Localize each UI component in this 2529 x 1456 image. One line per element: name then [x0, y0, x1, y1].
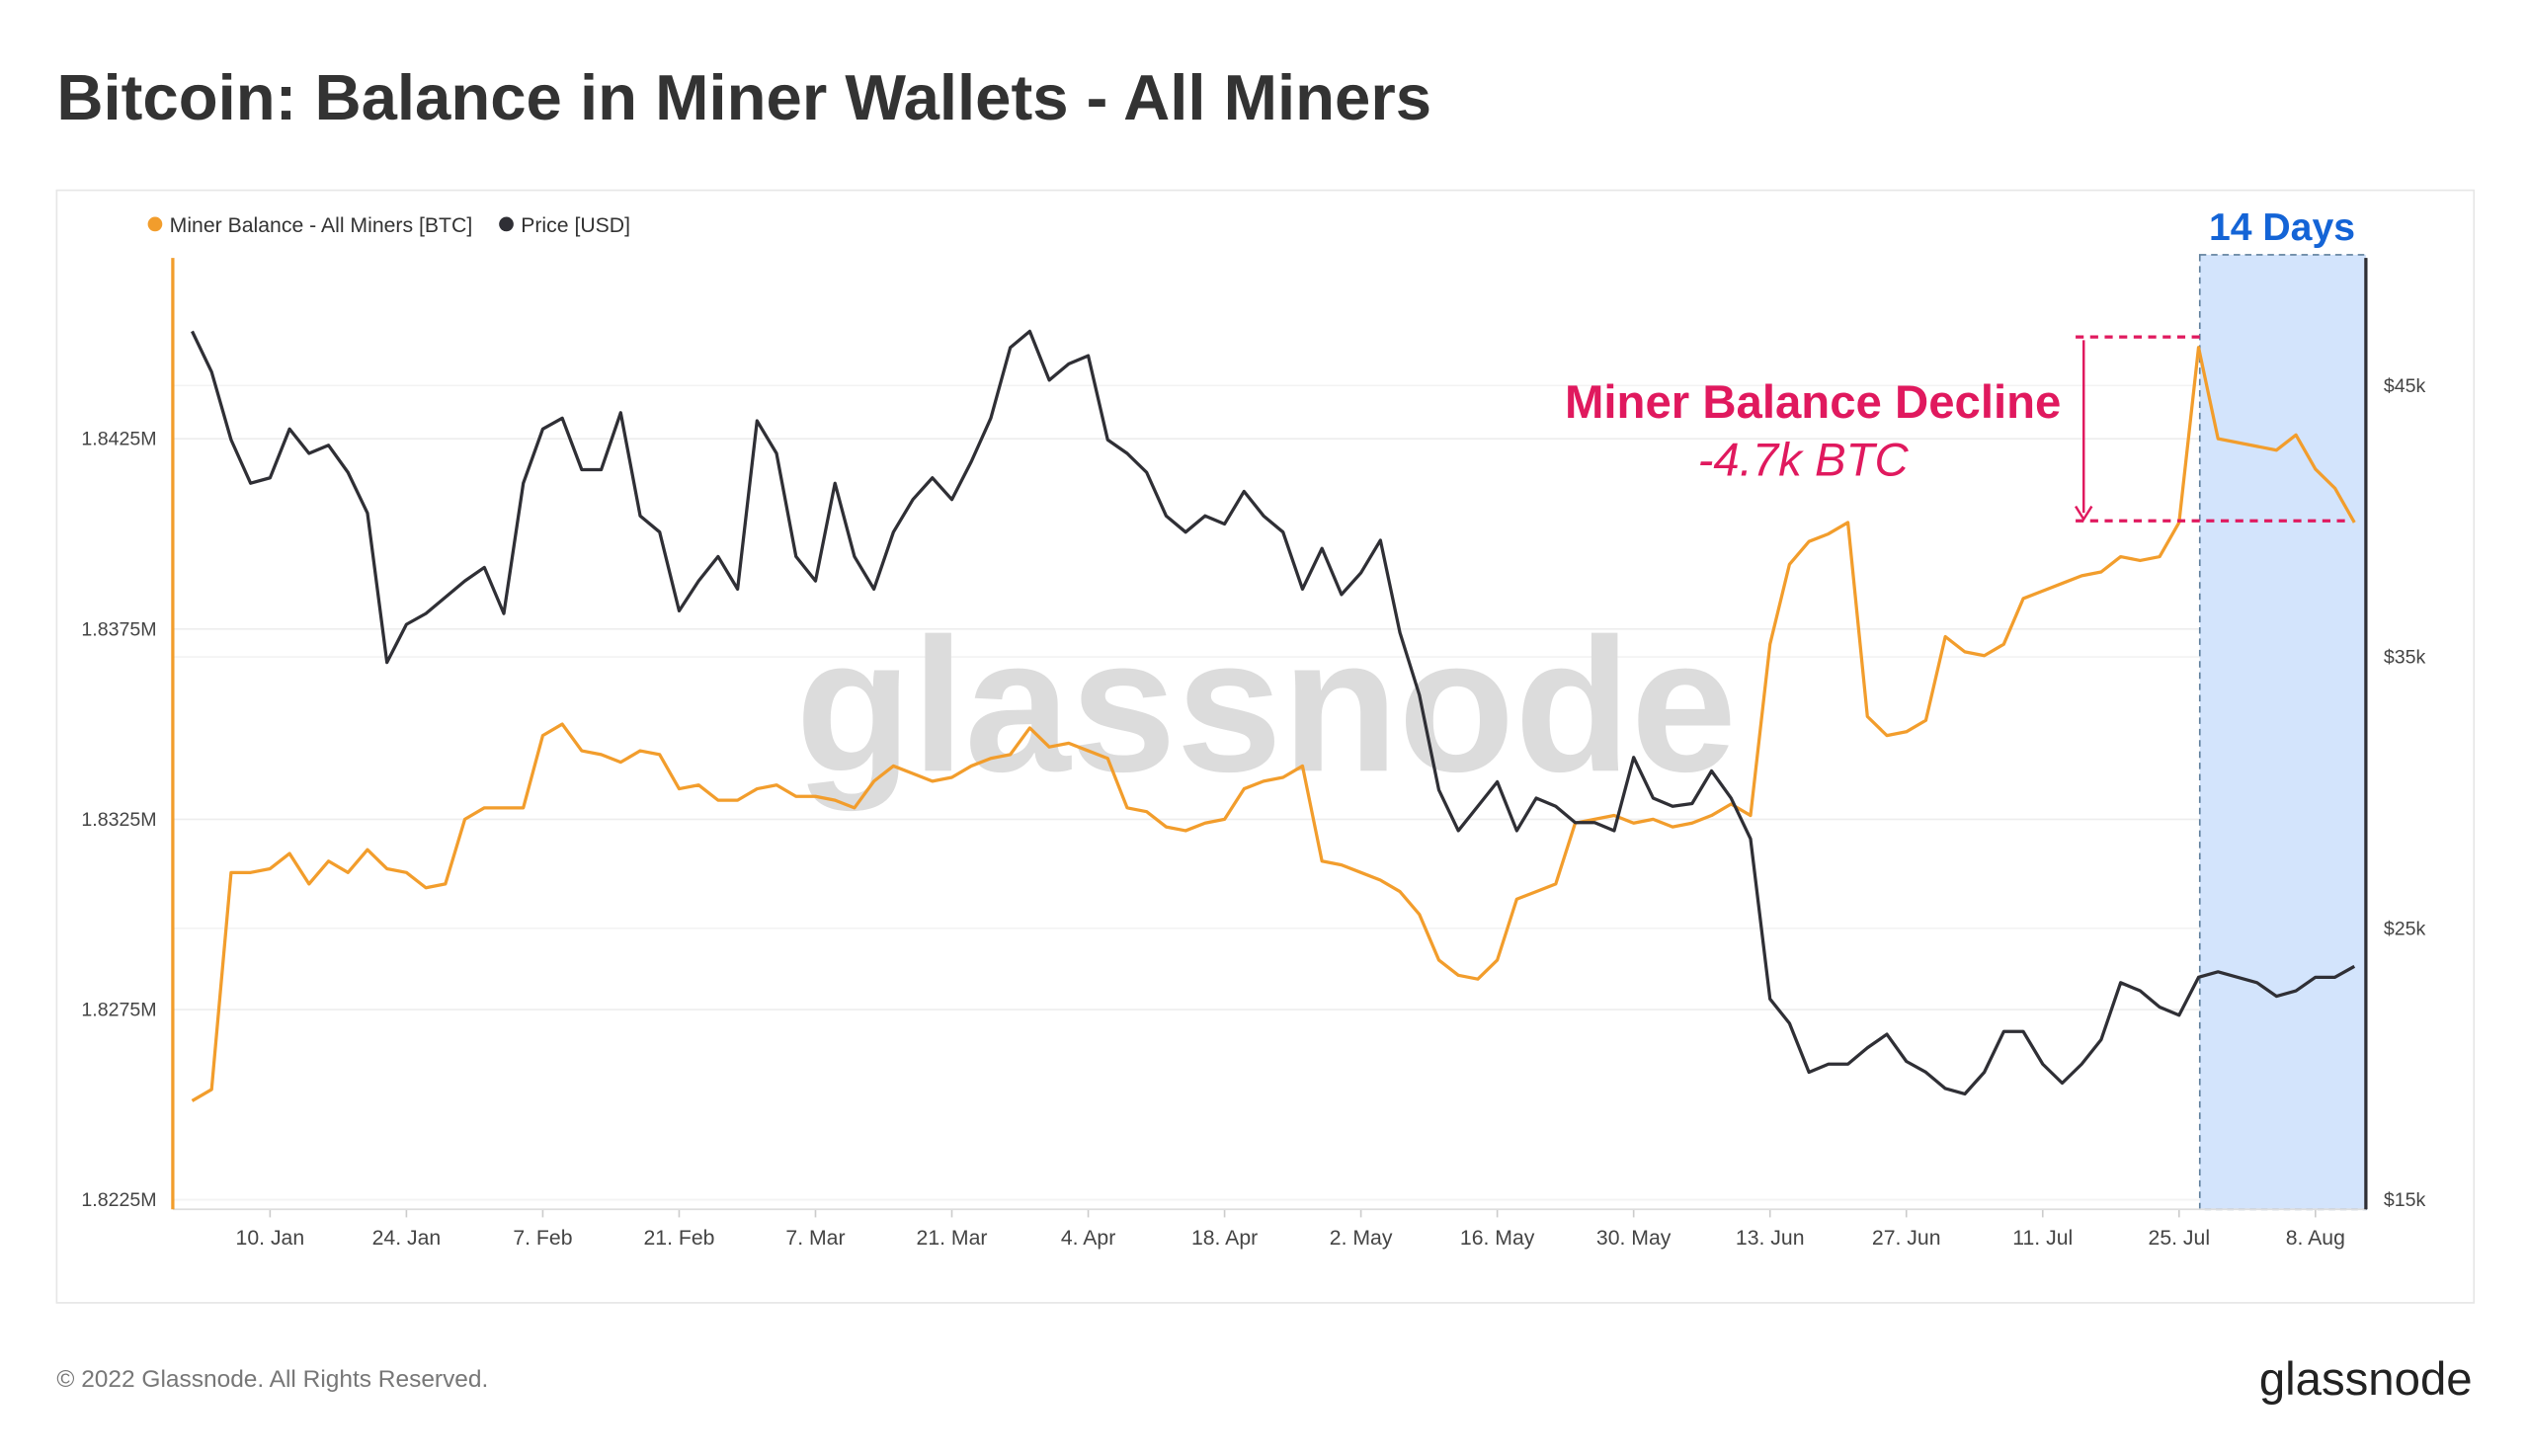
x-tick-label: 2. May	[1330, 1227, 1393, 1250]
footer: © 2022 Glassnode. All Rights Reserved.	[56, 1366, 488, 1393]
y-tick-label: 1.8225M	[81, 1189, 156, 1211]
y2-tick-label: $15k	[2384, 1189, 2426, 1211]
y-tick-label: 1.8375M	[81, 618, 156, 640]
y-tick-label: 1.8425M	[81, 429, 156, 450]
y-tick-label: 1.8275M	[81, 1000, 156, 1021]
y2-tick-label: $45k	[2384, 375, 2426, 397]
annotation-arrowhead	[2075, 505, 2093, 522]
x-tick-label: 27. Jun	[1872, 1227, 1941, 1250]
x-tick-label: 7. Mar	[785, 1227, 845, 1250]
x-tick-label: 16. May	[1460, 1227, 1535, 1250]
legend-label: Miner Balance - All Miners [BTC]	[170, 214, 473, 237]
annotation-value: -4.7k BTC	[1698, 435, 1910, 487]
x-tick-label: 7. Feb	[513, 1227, 572, 1250]
legend-marker	[499, 216, 514, 232]
y2-tick-label: $35k	[2384, 647, 2426, 669]
x-tick-label: 4. Apr	[1061, 1227, 1115, 1250]
highlight-region	[2198, 254, 2367, 1211]
series-line	[191, 346, 2356, 1102]
x-tick-label: 18. Apr	[1191, 1227, 1258, 1250]
annotation-title: Miner Balance Decline	[1565, 376, 2061, 429]
x-tick-label: 21. Mar	[917, 1227, 988, 1250]
plot	[191, 329, 2356, 1102]
legend-marker	[147, 216, 163, 232]
grid: 1.8225M 1.8275M 1.8325M 1.8375M 1.8425M $15k $…	[81, 375, 2425, 1250]
x-tick-label: 24. Jan	[372, 1227, 442, 1250]
x-tick-label: 25. Jul	[2149, 1227, 2211, 1250]
logo: glassnode	[2259, 1353, 2473, 1406]
x-tick-label: 11. Jul	[2012, 1227, 2073, 1250]
series-line	[191, 329, 2356, 1096]
x-tick-label: 30. May	[1596, 1227, 1672, 1250]
x-tick-label: 21. Feb	[643, 1227, 714, 1250]
highlight-label: 14 Days	[2209, 206, 2355, 249]
x-tick-label: 13. Jun	[1736, 1227, 1805, 1250]
y-tick-label: 1.8325M	[81, 809, 156, 831]
x-tick-label: 10. Jan	[236, 1227, 305, 1250]
legend: Miner Balance - All Miners [BTC] Price [U…	[147, 214, 630, 237]
legend-label: Price [USD]	[521, 214, 630, 237]
x-tick-label: 8. Aug	[2286, 1227, 2345, 1250]
chart-frame	[55, 189, 2476, 1304]
y2-tick-label: $25k	[2384, 918, 2426, 939]
chart-title: Bitcoin: Balance in Miner Wallets - All …	[56, 61, 1431, 133]
